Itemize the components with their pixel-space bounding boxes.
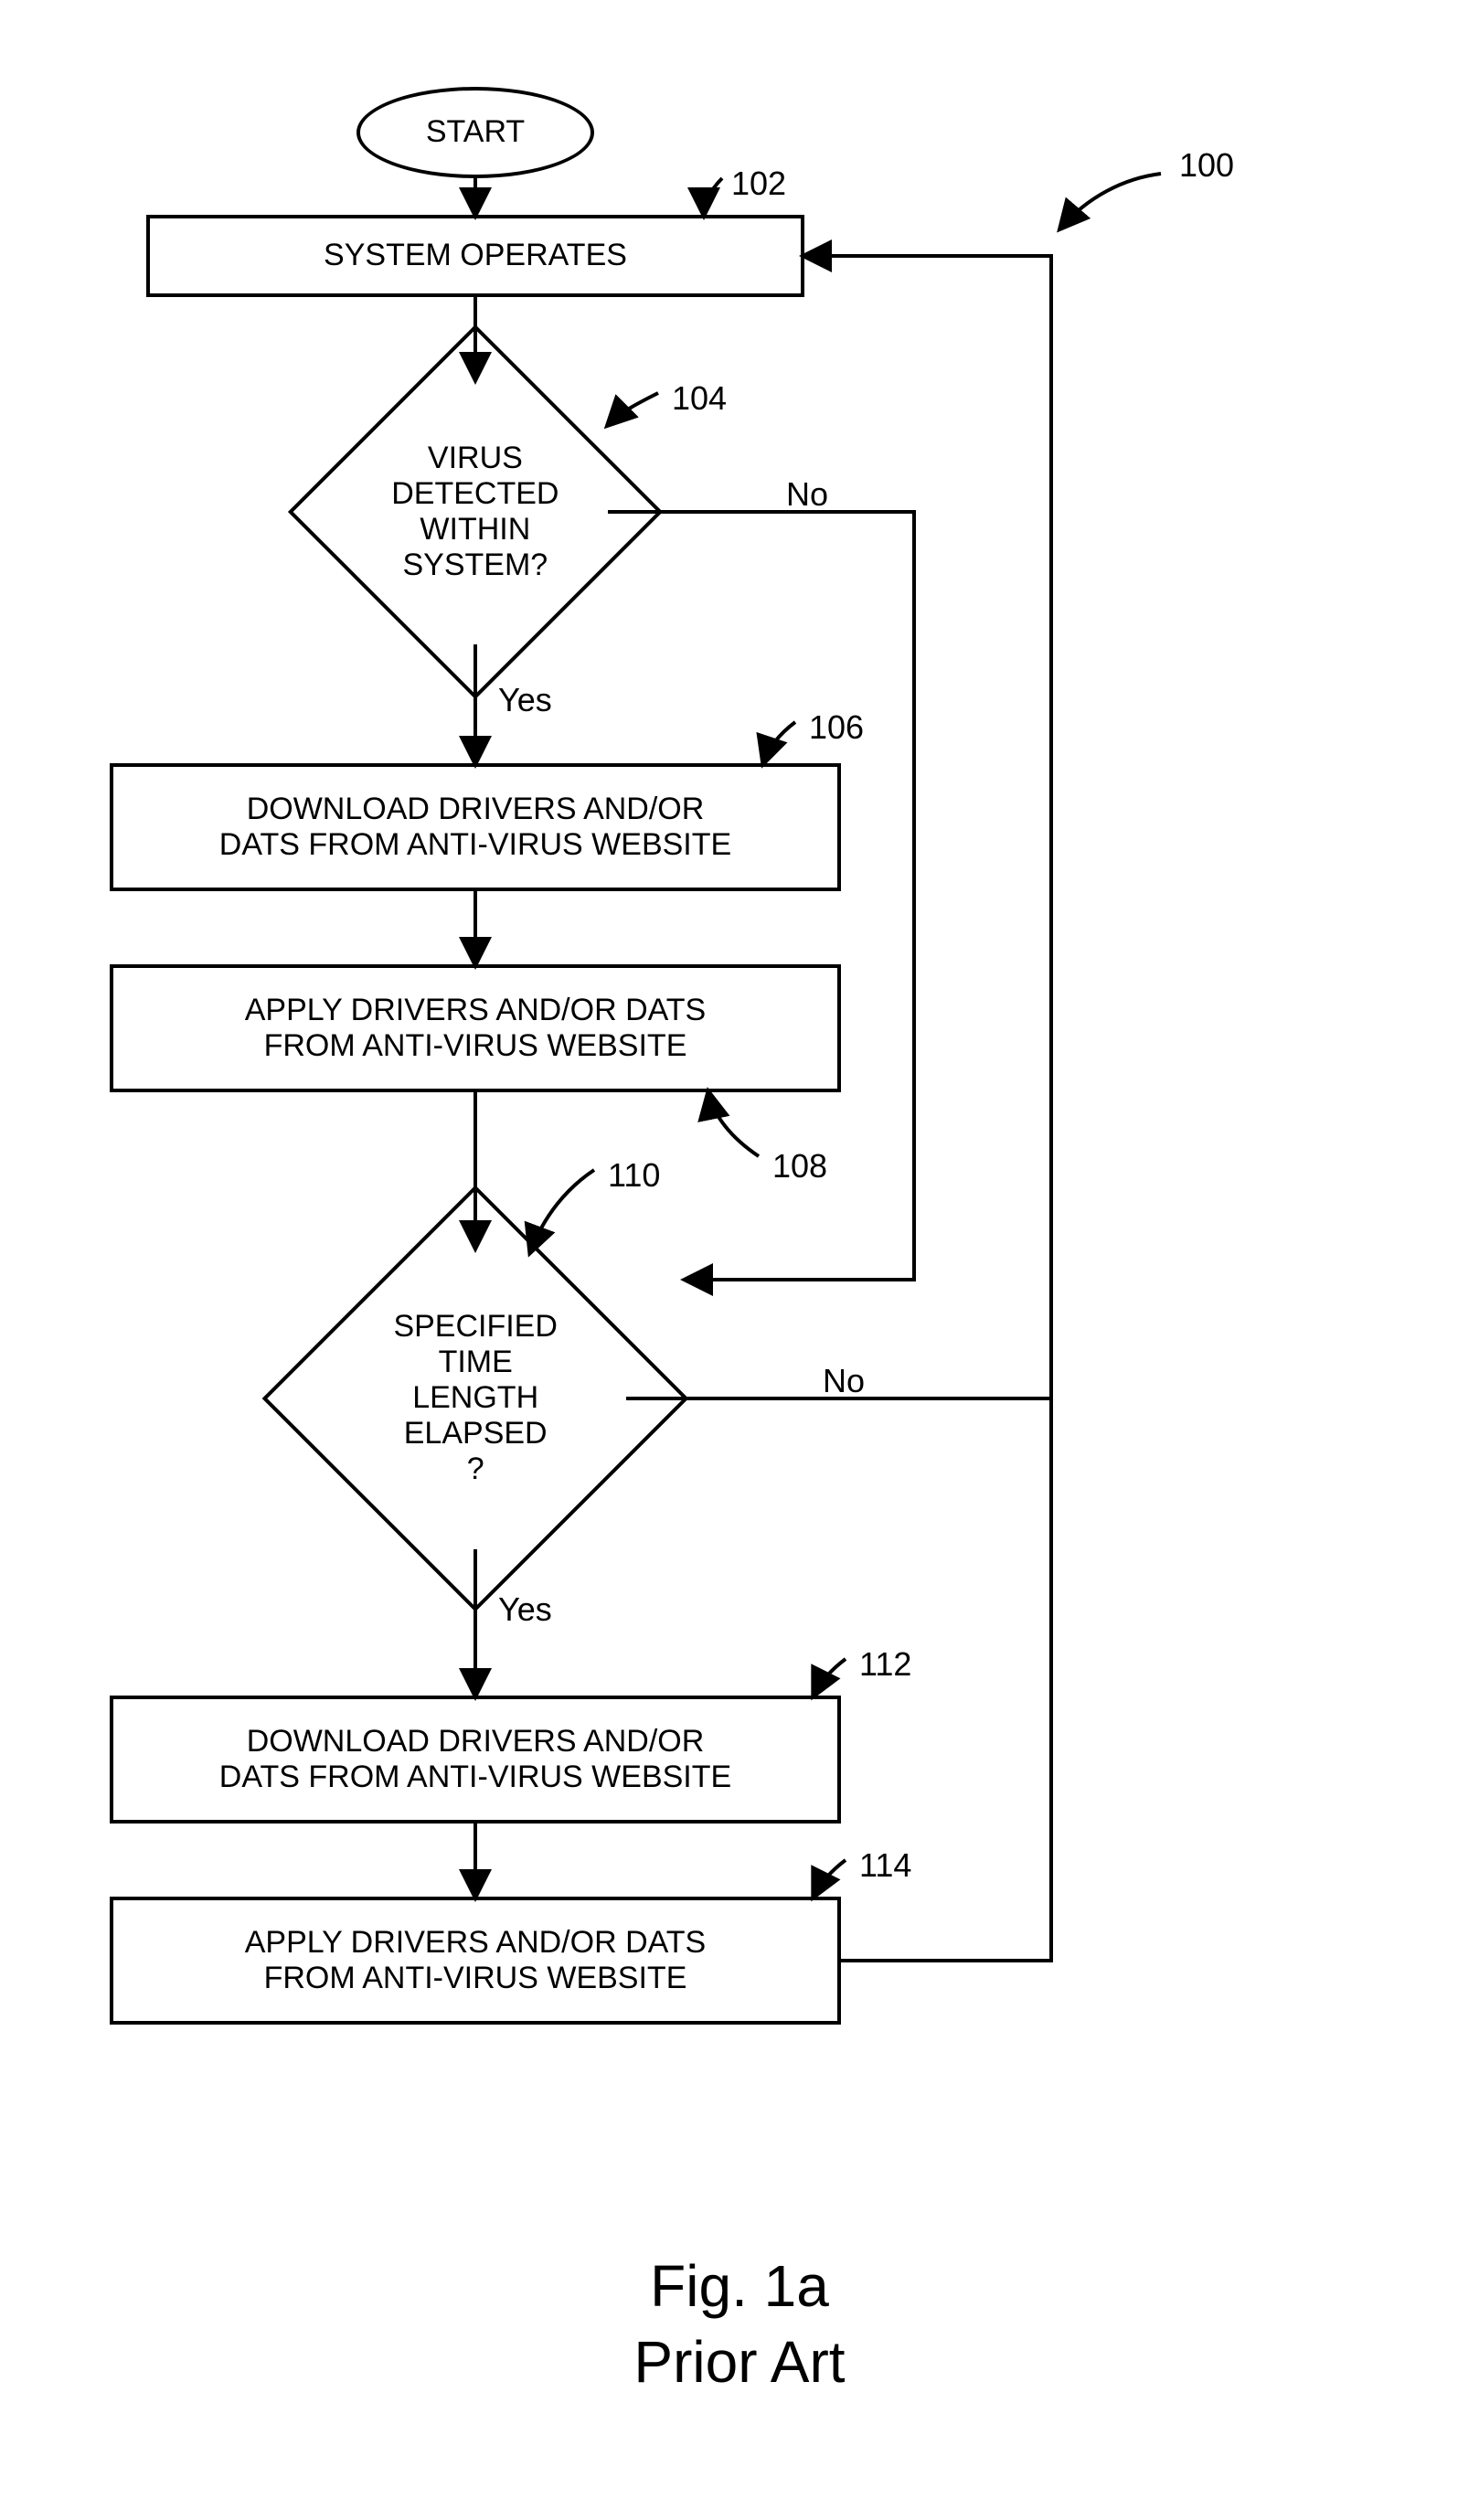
node-p112: DOWNLOAD DRIVERS AND/OR DATS FROM ANTI-V… bbox=[110, 1696, 841, 1824]
ref-106: 106 bbox=[809, 708, 864, 747]
ref-114: 114 bbox=[859, 1846, 911, 1885]
node-p108: APPLY DRIVERS AND/OR DATS FROM ANTI-VIRU… bbox=[110, 964, 841, 1092]
node-p114: APPLY DRIVERS AND/OR DATS FROM ANTI-VIRU… bbox=[110, 1897, 841, 2025]
edge-e_ref100 bbox=[1060, 174, 1161, 229]
edges-overlay bbox=[0, 0, 1479, 2520]
edge-e_ref108 bbox=[708, 1092, 759, 1156]
node-p106-text: DOWNLOAD DRIVERS AND/OR DATS FROM ANTI-V… bbox=[219, 792, 731, 863]
node-p112-text: DOWNLOAD DRIVERS AND/OR DATS FROM ANTI-V… bbox=[219, 1724, 731, 1795]
label-d110-no: No bbox=[823, 1362, 865, 1400]
node-d110-text: SPECIFIED TIME LENGTH ELAPSED ? bbox=[328, 1309, 622, 1487]
figure-caption: Fig. 1a Prior Art bbox=[0, 2249, 1479, 2400]
node-start-text: START bbox=[426, 114, 525, 150]
node-p106: DOWNLOAD DRIVERS AND/OR DATS FROM ANTI-V… bbox=[110, 763, 841, 891]
edge-e_ref102 bbox=[704, 178, 722, 215]
node-d110: SPECIFIED TIME LENGTH ELAPSED ? bbox=[262, 1186, 689, 1612]
label-d104-yes: Yes bbox=[498, 681, 552, 719]
ref-100: 100 bbox=[1179, 146, 1234, 185]
ref-104: 104 bbox=[672, 379, 727, 418]
edge-e_ref112 bbox=[814, 1659, 846, 1696]
node-start: START bbox=[356, 87, 594, 178]
node-p114-text: APPLY DRIVERS AND/OR DATS FROM ANTI-VIRU… bbox=[245, 1925, 706, 1996]
caption-line2: Prior Art bbox=[0, 2324, 1479, 2400]
ref-108: 108 bbox=[772, 1147, 827, 1186]
label-d104-no: No bbox=[786, 475, 828, 514]
ref-110: 110 bbox=[608, 1156, 660, 1195]
edge-e_ref106 bbox=[763, 722, 795, 763]
node-p102-text: SYSTEM OPERATES bbox=[324, 238, 627, 273]
edge-e_ref114 bbox=[814, 1860, 846, 1897]
node-p108-text: APPLY DRIVERS AND/OR DATS FROM ANTI-VIRU… bbox=[245, 993, 706, 1064]
edge-e_ref104 bbox=[608, 393, 658, 425]
edge-e_ref110 bbox=[530, 1170, 594, 1252]
node-p102: SYSTEM OPERATES bbox=[146, 215, 804, 297]
node-d104-text: VIRUS DETECTED WITHIN SYSTEM? bbox=[346, 441, 604, 583]
caption-line1: Fig. 1a bbox=[0, 2249, 1479, 2324]
label-d110-yes: Yes bbox=[498, 1590, 552, 1629]
flowchart-canvas: START SYSTEM OPERATES VIRUS DETECTED WIT… bbox=[0, 0, 1479, 2520]
node-d104: VIRUS DETECTED WITHIN SYSTEM? bbox=[288, 324, 663, 699]
ref-112: 112 bbox=[859, 1645, 911, 1684]
ref-102: 102 bbox=[731, 165, 786, 203]
